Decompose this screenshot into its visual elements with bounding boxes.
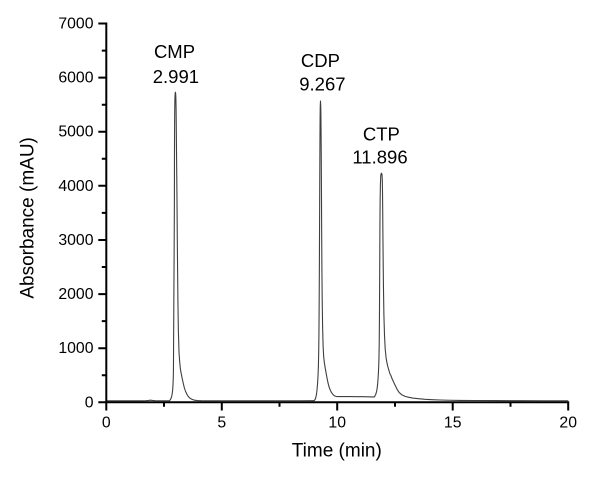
svg-text:4000: 4000 [58, 178, 93, 195]
svg-text:0: 0 [102, 414, 111, 431]
svg-text:15: 15 [444, 414, 462, 431]
svg-text:Absorbance (mAU): Absorbance (mAU) [17, 137, 38, 299]
svg-text:20: 20 [559, 414, 577, 431]
svg-text:CTP: CTP [363, 124, 400, 145]
svg-text:11.896: 11.896 [352, 146, 407, 167]
svg-text:2000: 2000 [58, 286, 93, 303]
svg-text:5: 5 [217, 414, 226, 431]
svg-text:0: 0 [85, 394, 94, 411]
svg-text:CDP: CDP [301, 50, 340, 71]
svg-text:9.267: 9.267 [299, 74, 345, 95]
svg-text:6000: 6000 [58, 70, 93, 87]
svg-text:2.991: 2.991 [153, 66, 199, 87]
svg-text:10: 10 [328, 414, 346, 431]
svg-text:1000: 1000 [58, 340, 93, 357]
svg-text:5000: 5000 [58, 124, 93, 141]
svg-text:CMP: CMP [154, 41, 195, 62]
svg-text:7000: 7000 [58, 16, 93, 33]
svg-text:3000: 3000 [58, 232, 93, 249]
svg-text:Time (min): Time (min) [292, 440, 382, 461]
